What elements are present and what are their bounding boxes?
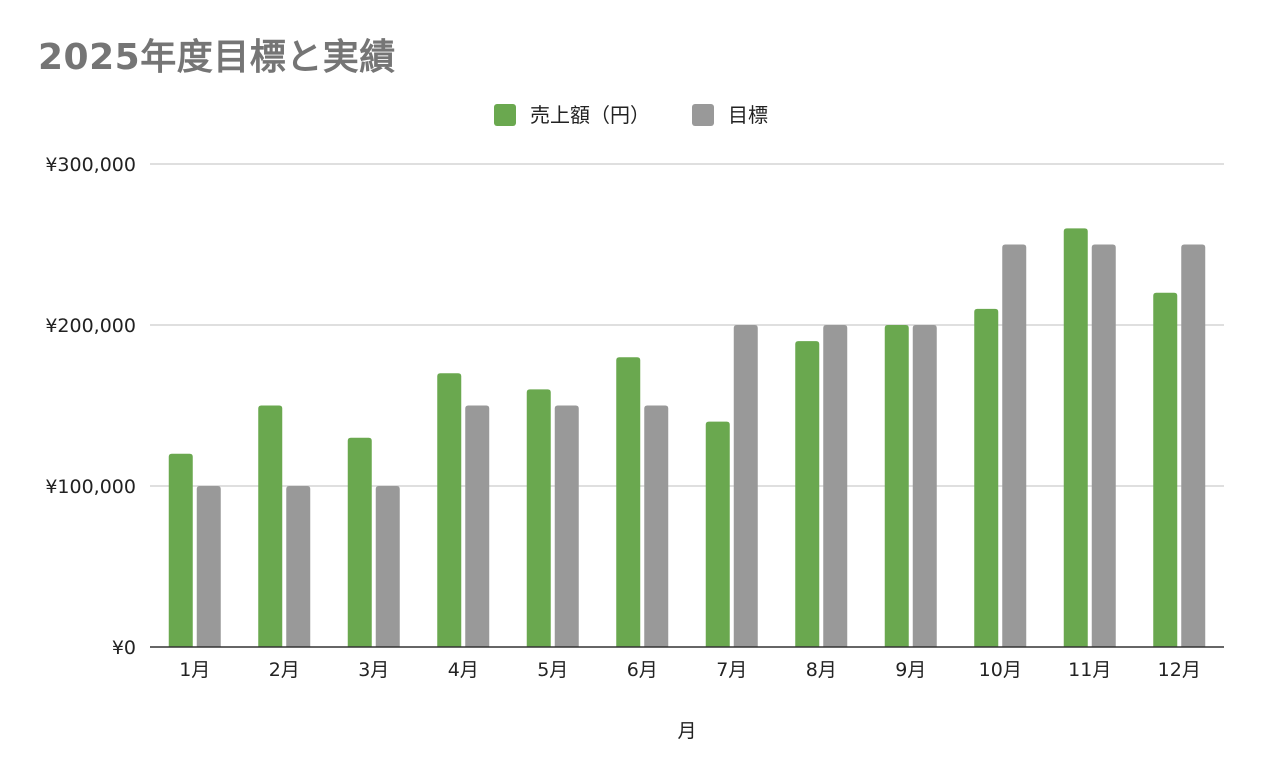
bar-sales xyxy=(526,389,551,647)
y-tick-label: ¥100,000 xyxy=(45,476,136,498)
gridlines xyxy=(150,163,1224,487)
bar-sales xyxy=(347,437,372,647)
bar-sales xyxy=(1153,292,1178,647)
bar-target xyxy=(644,405,669,647)
bar-sales xyxy=(437,373,462,647)
bar-target xyxy=(1002,244,1027,647)
chart-title: 2025年度目標と実績 xyxy=(38,37,396,78)
bar-target xyxy=(554,405,579,647)
bar-target xyxy=(733,325,758,647)
x-tick-label: 2月 xyxy=(269,659,300,681)
x-tick-label: 8月 xyxy=(806,659,837,681)
bar-target xyxy=(912,325,937,647)
legend-swatch xyxy=(692,104,714,126)
bar-target xyxy=(1091,244,1116,647)
x-tick-label: 7月 xyxy=(716,659,747,681)
x-tick-label: 1月 xyxy=(179,659,210,681)
bar-sales xyxy=(1063,228,1088,647)
x-tick-label: 9月 xyxy=(895,659,926,681)
bar-target xyxy=(823,325,848,647)
legend: 売上額（円） 目標 xyxy=(494,103,768,127)
legend-item: 売上額（円） xyxy=(494,103,650,127)
legend-item: 目標 xyxy=(692,103,768,127)
x-tick-label: 5月 xyxy=(537,659,568,681)
x-axis-ticks: 1月 2月 3月 4月 5月 6月 7月 8月 9月 10月 11月 12月 xyxy=(179,659,1201,681)
bars xyxy=(168,228,1206,647)
y-tick-label: ¥300,000 xyxy=(45,154,136,176)
x-tick-label: 4月 xyxy=(448,659,479,681)
y-tick-label: ¥200,000 xyxy=(45,315,136,337)
bar-target xyxy=(375,486,400,647)
legend-swatch xyxy=(494,104,516,126)
y-tick-label: ¥0 xyxy=(112,637,136,659)
bar-sales xyxy=(616,357,641,647)
bar-target xyxy=(286,486,311,647)
y-axis-ticks: ¥0 ¥100,000 ¥200,000 ¥300,000 xyxy=(45,154,136,659)
bar-sales xyxy=(795,341,820,647)
bar-target xyxy=(196,486,221,647)
x-tick-label: 6月 xyxy=(627,659,658,681)
bar-sales xyxy=(168,453,193,647)
bar-target xyxy=(1181,244,1206,647)
x-axis-label: 月 xyxy=(677,720,696,742)
bar-sales xyxy=(974,308,999,647)
bar-sales xyxy=(258,405,283,647)
legend-label: 目標 xyxy=(728,103,768,127)
bar-sales xyxy=(884,325,909,647)
x-tick-label: 12月 xyxy=(1158,659,1201,681)
bar-target xyxy=(465,405,490,647)
x-tick-label: 3月 xyxy=(358,659,389,681)
x-tick-label: 10月 xyxy=(979,659,1022,681)
legend-label: 売上額（円） xyxy=(530,103,650,127)
bar-sales xyxy=(705,421,730,647)
x-tick-label: 11月 xyxy=(1068,659,1111,681)
